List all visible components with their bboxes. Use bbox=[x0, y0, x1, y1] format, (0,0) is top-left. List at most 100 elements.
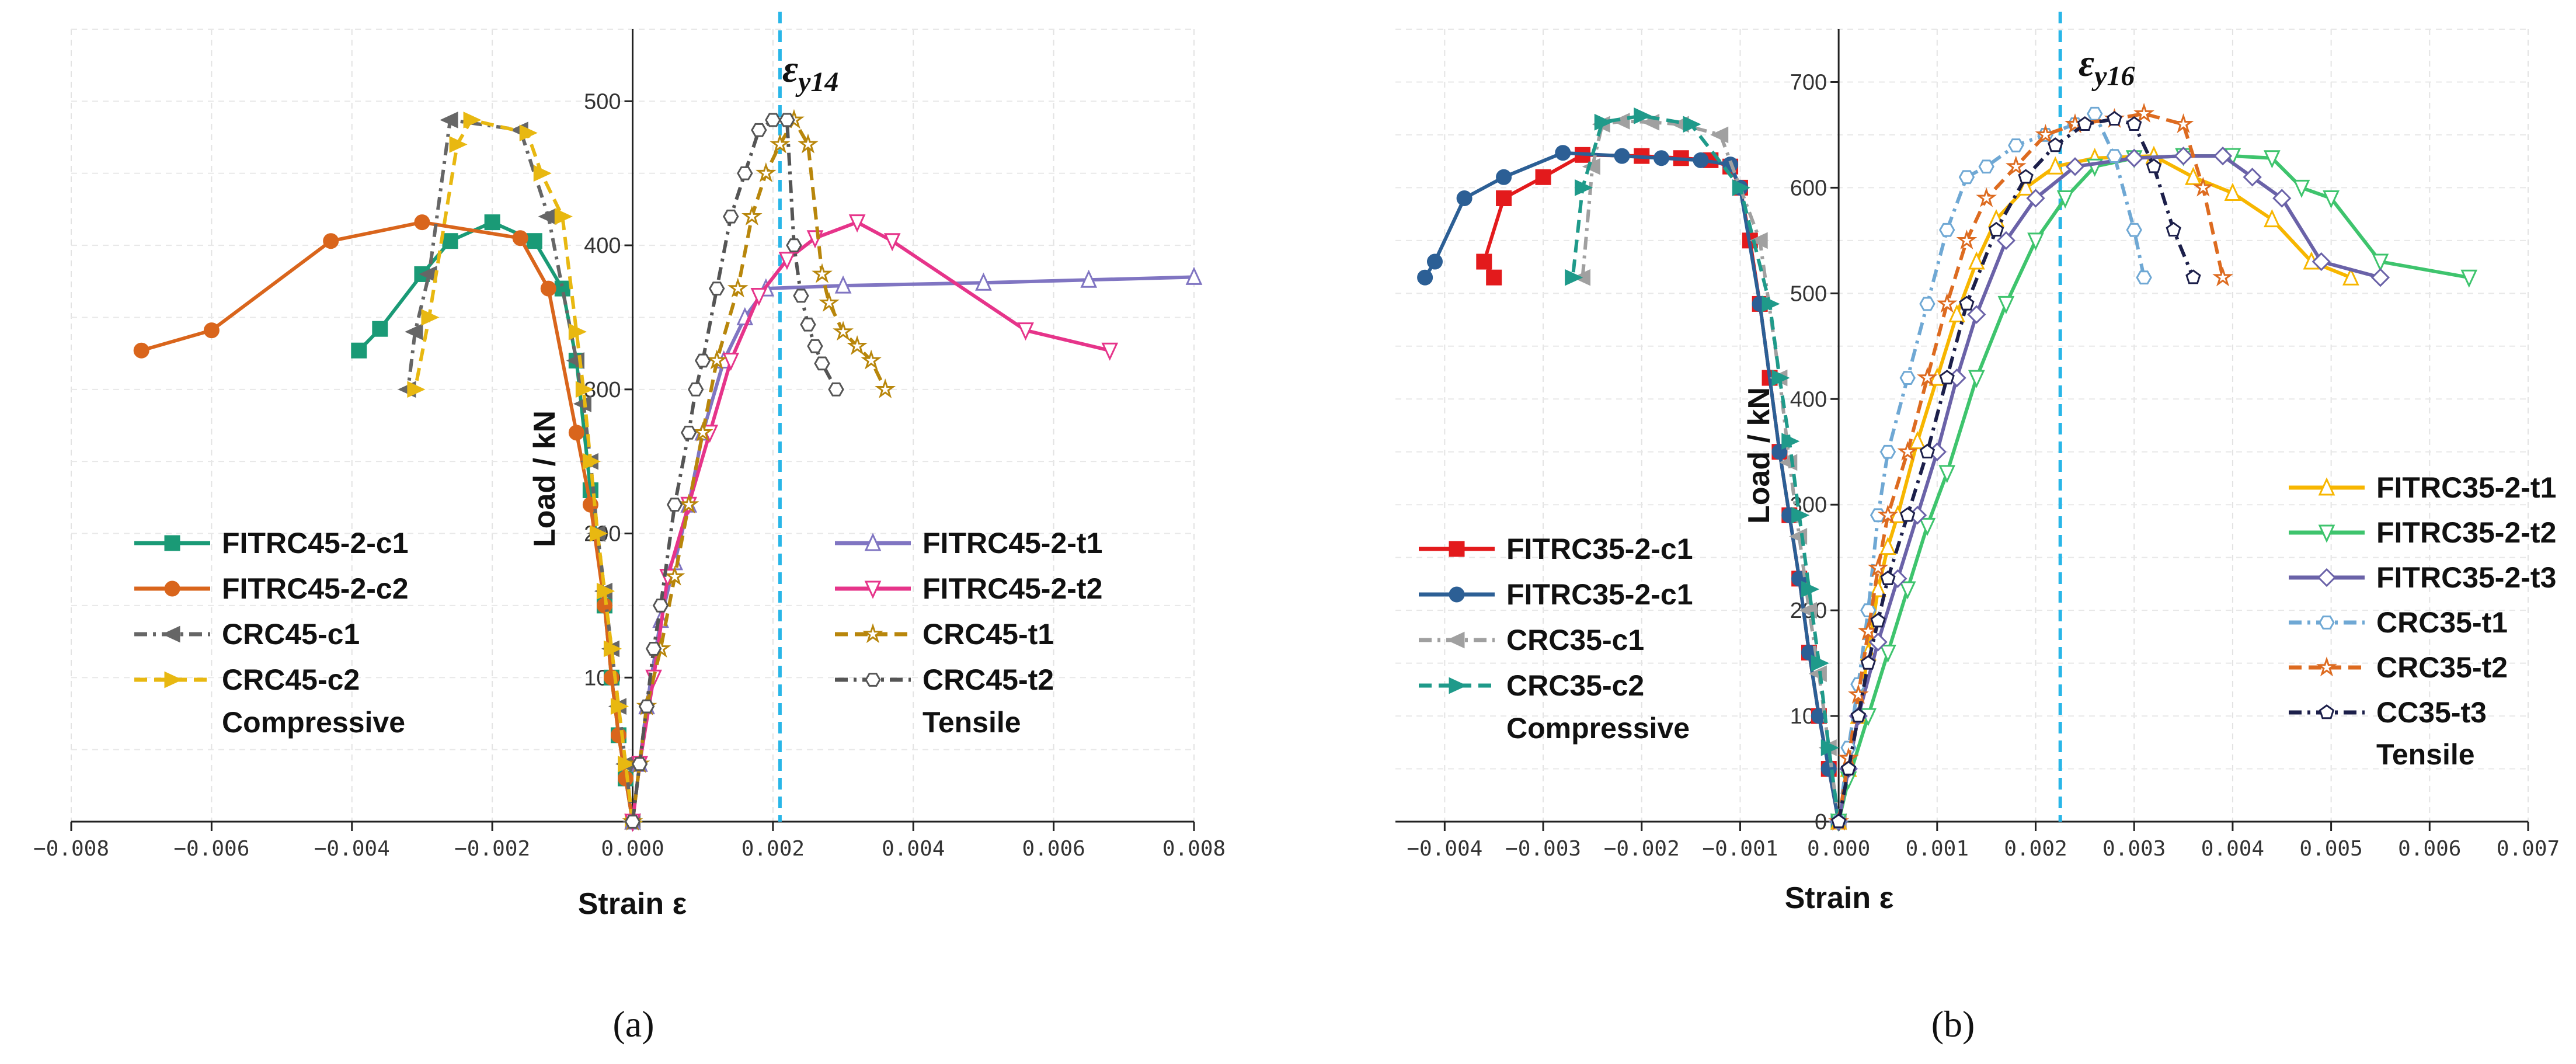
data-point bbox=[722, 352, 740, 371]
legend-label: CRC35-c2 bbox=[1506, 669, 1644, 702]
series-8 bbox=[1830, 106, 2152, 829]
legend-group-title: Compressive bbox=[1506, 712, 1690, 745]
data-point bbox=[372, 321, 388, 337]
data-point bbox=[1968, 251, 1985, 270]
data-point bbox=[617, 755, 636, 773]
data-point bbox=[1594, 113, 1613, 131]
data-point bbox=[1938, 465, 1956, 484]
data-point bbox=[133, 342, 149, 359]
data-point bbox=[1791, 506, 1810, 524]
legend-label: FITRC35-2-t3 bbox=[2376, 561, 2556, 594]
data-point bbox=[2008, 138, 2024, 152]
data-point bbox=[1565, 269, 1583, 286]
data-point bbox=[848, 214, 866, 233]
data-point bbox=[1939, 370, 1955, 385]
y-tick-label: 600 bbox=[1790, 176, 1827, 200]
series-3 bbox=[398, 112, 640, 830]
series-4 bbox=[407, 112, 643, 830]
legend-left: FITRC35-2-c1 FITRC35-2-c1 CRC35-c1 CRC35-c2… bbox=[1419, 533, 1693, 745]
legend-left: FITRC45-2-c1 FITRC45-2-c2 CRC45-c1 CRC45-c2… bbox=[134, 527, 409, 739]
data-point bbox=[414, 214, 430, 231]
data-point bbox=[1899, 371, 1916, 385]
y-axis-label: Load / kN bbox=[528, 411, 562, 547]
data-point bbox=[2125, 148, 2144, 168]
data-point bbox=[1749, 232, 1768, 249]
data-point bbox=[1449, 586, 1465, 603]
data-point bbox=[1683, 116, 1701, 133]
data-point bbox=[568, 425, 584, 441]
x-tick-label: −0.006 bbox=[173, 837, 249, 861]
data-point bbox=[405, 323, 423, 340]
data-point bbox=[2319, 704, 2335, 719]
reference-label-subscript: y14 bbox=[795, 67, 838, 98]
data-point bbox=[778, 252, 796, 270]
data-point bbox=[596, 582, 615, 600]
legend-label: CRC45-c2 bbox=[222, 663, 360, 696]
legend-group-title: Tensile bbox=[2376, 738, 2475, 771]
data-point bbox=[1967, 305, 1986, 324]
data-point bbox=[2224, 182, 2241, 201]
x-tick-label: 0.001 bbox=[1906, 837, 1969, 861]
data-point bbox=[351, 342, 367, 359]
panel-label: (b) bbox=[1931, 1003, 1975, 1045]
data-point bbox=[2272, 189, 2292, 208]
data-point bbox=[793, 288, 809, 303]
legend-right: FITRC35-2-t1 FITRC35-2-t2 FITRC35-2-t3 CRC3… bbox=[2289, 471, 2556, 771]
data-point bbox=[162, 625, 180, 643]
data-point bbox=[1476, 253, 1492, 270]
x-tick-label: 0.000 bbox=[601, 837, 664, 861]
data-point bbox=[463, 112, 482, 128]
data-point bbox=[1938, 222, 1955, 237]
data-point bbox=[798, 133, 819, 154]
series-4 bbox=[1565, 107, 1849, 830]
data-point bbox=[2056, 190, 2074, 209]
reference-line-label: εy16 bbox=[2079, 42, 2135, 92]
data-point bbox=[1449, 677, 1467, 694]
series-8 bbox=[624, 113, 844, 829]
data-point bbox=[706, 349, 727, 370]
data-point bbox=[666, 498, 683, 512]
data-point bbox=[1080, 269, 1098, 288]
data-point bbox=[1867, 557, 1889, 577]
data-point bbox=[164, 535, 180, 551]
x-tick-label: 0.004 bbox=[2201, 837, 2264, 861]
x-tick-label: −0.004 bbox=[314, 837, 390, 861]
data-point bbox=[164, 580, 180, 597]
data-point bbox=[519, 124, 538, 141]
series-line bbox=[1837, 112, 2146, 822]
data-point bbox=[1996, 231, 2016, 250]
data-point bbox=[687, 382, 704, 397]
data-point bbox=[741, 205, 763, 225]
y-tick-label: 400 bbox=[1790, 387, 1827, 412]
x-tick-label: −0.002 bbox=[454, 837, 530, 861]
data-point bbox=[575, 381, 594, 398]
data-point bbox=[1988, 221, 2004, 237]
data-point bbox=[1449, 541, 1465, 557]
data-point bbox=[589, 525, 608, 542]
data-point bbox=[2317, 568, 2337, 587]
data-point bbox=[833, 321, 854, 341]
data-point bbox=[1486, 269, 1502, 286]
data-point bbox=[203, 322, 220, 339]
data-point bbox=[2027, 232, 2044, 251]
data-point bbox=[1847, 684, 1869, 704]
x-tick-label: 0.002 bbox=[2004, 837, 2067, 861]
data-point bbox=[1850, 708, 1867, 723]
data-point bbox=[864, 533, 882, 551]
data-point bbox=[786, 238, 802, 252]
data-point bbox=[1909, 431, 1926, 450]
x-tick-label: 0.006 bbox=[1022, 837, 1085, 861]
data-point bbox=[2316, 656, 2337, 677]
x-tick-label: 0.000 bbox=[1807, 837, 1870, 861]
data-point bbox=[2312, 252, 2331, 272]
data-point bbox=[2342, 267, 2359, 286]
data-point bbox=[1919, 517, 1936, 536]
legend-label: FITRC35-2-t2 bbox=[2376, 516, 2556, 549]
y-tick-label: 0 bbox=[1815, 810, 1827, 834]
data-point bbox=[1820, 739, 1839, 756]
data-point bbox=[2126, 222, 2142, 237]
data-point bbox=[1880, 570, 1896, 586]
data-point bbox=[1959, 295, 1975, 311]
data-point bbox=[624, 815, 641, 829]
data-point bbox=[692, 422, 713, 442]
